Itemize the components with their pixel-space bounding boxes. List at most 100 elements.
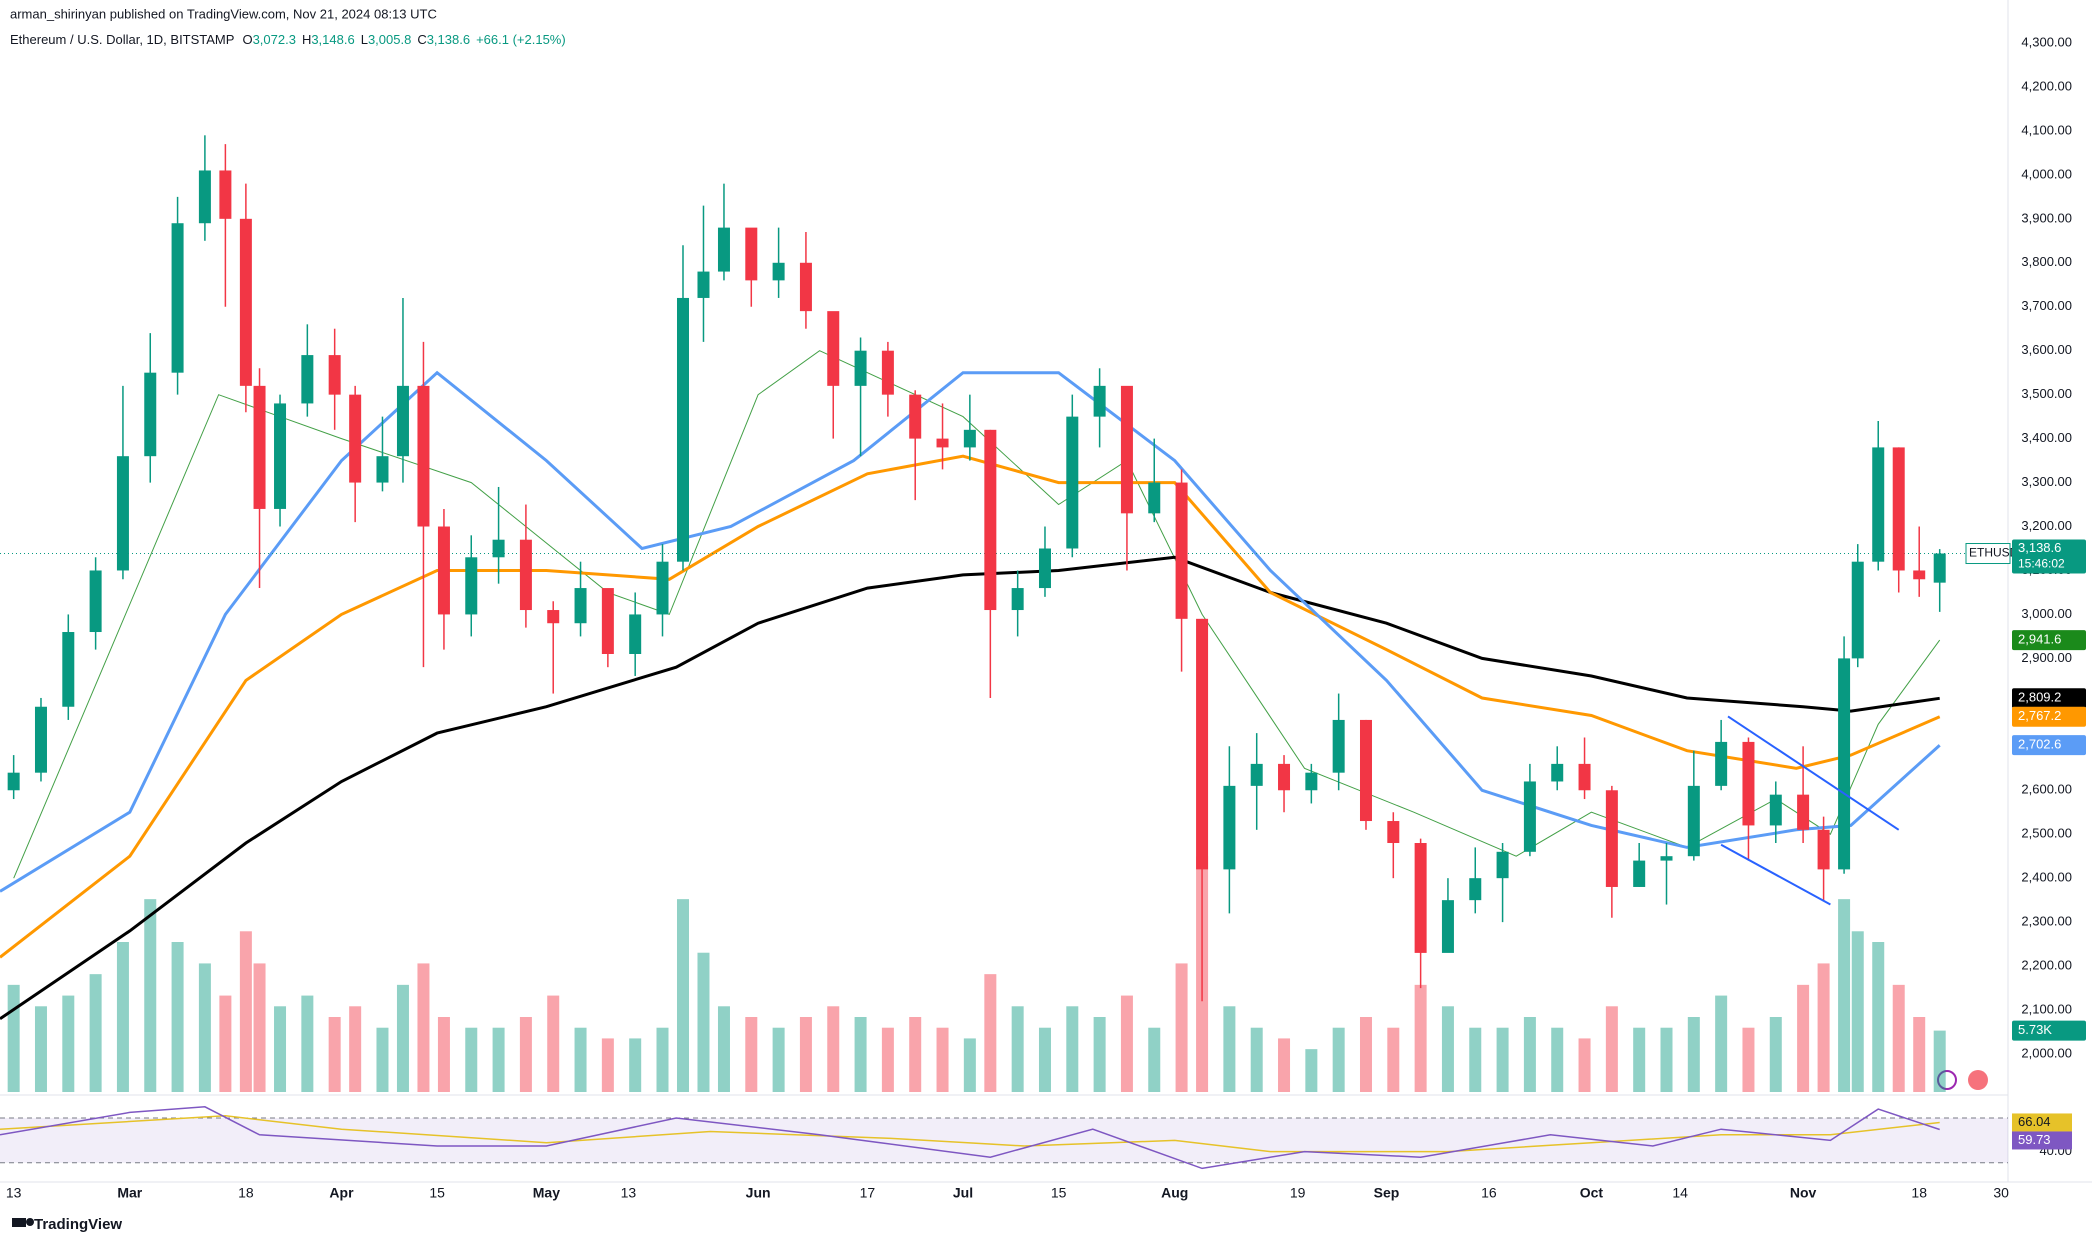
- price-tag-box: [2012, 688, 2086, 709]
- volume-bar: [547, 995, 560, 1092]
- x-tick-label: Jul: [953, 1185, 973, 1201]
- candle-body: [1742, 741, 1755, 826]
- candle-body: [89, 570, 102, 633]
- y-tick-label: 4,300.00: [2021, 34, 2072, 49]
- candle-body: [1278, 763, 1291, 791]
- y-tick-label: 3,700.00: [2021, 298, 2072, 313]
- candle-body: [1605, 790, 1618, 887]
- volume-bar: [1278, 1038, 1291, 1092]
- rsi-tag-label: 59.73: [2018, 1132, 2051, 1147]
- symbol-header: Ethereum / U.S. Dollar, 1D, BITSTAMP O3,0…: [10, 32, 566, 47]
- candle-body: [1469, 878, 1482, 901]
- ohlc-key: O: [242, 32, 252, 47]
- candle-body: [1011, 588, 1024, 611]
- brand: TradingView: [34, 1216, 122, 1233]
- volume-bar: [1305, 1049, 1318, 1092]
- price-tag-box: [2012, 1020, 2086, 1041]
- volume-bar: [1742, 1027, 1755, 1092]
- candle-body: [1578, 763, 1591, 791]
- volume-bar: [1715, 995, 1728, 1092]
- candle-body: [519, 539, 532, 611]
- rsi-tag-box: [2012, 1113, 2072, 1132]
- change: +66.1 (+2.15%): [476, 32, 566, 47]
- x-tick-label: Mar: [117, 1185, 142, 1201]
- volume-bar: [799, 1017, 812, 1092]
- volume-bar: [376, 1027, 389, 1092]
- candle-body: [62, 632, 75, 707]
- volume-bar: [1605, 1006, 1618, 1092]
- volume-bar: [144, 899, 157, 1092]
- price-tag-label: 2,941.6: [2018, 632, 2061, 647]
- candle-body: [1175, 482, 1188, 619]
- volume-bar: [1223, 1006, 1236, 1092]
- candle-body: [717, 227, 730, 272]
- volume-bar: [1332, 1027, 1345, 1092]
- price-tag-label: 2,809.2: [2018, 690, 2061, 705]
- candle-body: [1038, 548, 1051, 589]
- candle-body: [1551, 763, 1564, 782]
- icon: [1937, 1070, 1957, 1090]
- candle-body: [171, 223, 184, 373]
- candle-body: [1359, 719, 1372, 822]
- x-tick-label: 19: [1290, 1185, 1306, 1201]
- volume-bar: [1523, 1017, 1536, 1092]
- candle-body: [1148, 482, 1161, 514]
- y-tick-label: 2,500.00: [2021, 826, 2072, 841]
- price-tag-label: 5.73K: [2018, 1022, 2052, 1037]
- candle-body: [1387, 821, 1400, 844]
- volume-bar: [328, 1017, 341, 1092]
- volume-bar: [963, 1038, 976, 1092]
- volume-bar: [492, 1027, 505, 1092]
- volume-bar: [1387, 1027, 1400, 1092]
- volume-bar: [881, 1027, 894, 1092]
- volume-bar: [1797, 984, 1810, 1092]
- candle-body: [465, 557, 478, 615]
- volume-bar: [198, 963, 211, 1092]
- x-tick-label: Apr: [329, 1185, 354, 1201]
- candle-body: [239, 218, 252, 386]
- volume-bar: [253, 963, 266, 1092]
- y-tick-label: 3,500.00: [2021, 386, 2072, 401]
- moving-average: [0, 454, 1941, 959]
- ohlc-key: H: [302, 32, 311, 47]
- rsi-signal: [0, 1115, 1940, 1153]
- candle-body: [198, 170, 211, 224]
- y-tick-label: 2,200.00: [2021, 958, 2072, 973]
- volume-bar: [1578, 1038, 1591, 1092]
- y-tick-label: 2,400.00: [2021, 870, 2072, 885]
- y-tick-label: 3,900.00: [2021, 210, 2072, 225]
- volume-bar: [62, 995, 75, 1092]
- candle-body: [772, 262, 785, 281]
- price-tag-label: 2,702.6: [2018, 737, 2061, 752]
- candle-body: [745, 227, 758, 281]
- candle-body: [1892, 447, 1905, 571]
- ohlc-value: 3,148.6: [311, 32, 354, 47]
- volume-bar: [1011, 1006, 1024, 1092]
- volume-bar: [1441, 1006, 1454, 1092]
- volume-bar: [936, 1027, 949, 1092]
- price-tag-label: 3,138.6: [2018, 540, 2061, 555]
- volume-bar: [437, 1017, 450, 1092]
- y-tick-label: 2,600.00: [2021, 782, 2072, 797]
- candle-body: [1496, 851, 1509, 879]
- candle-body: [1769, 794, 1782, 826]
- candle-body: [1066, 416, 1079, 549]
- candle-body: [1120, 385, 1133, 514]
- volume-bar: [116, 942, 129, 1092]
- candle-body: [1933, 553, 1946, 583]
- volume-bar: [1250, 1027, 1263, 1092]
- symbol: Ethereum / U.S. Dollar, 1D, BITSTAMP: [10, 32, 234, 47]
- volume-bar: [745, 1017, 758, 1092]
- volume-bar: [1038, 1027, 1051, 1092]
- candle-body: [1223, 785, 1236, 870]
- logo: [12, 1218, 34, 1227]
- volume-bar: [854, 1017, 867, 1092]
- candle-body: [1332, 719, 1345, 773]
- price-tag-label: 2,767.2: [2018, 708, 2061, 723]
- price-tag-box: [2012, 735, 2086, 756]
- volume-bar: [1913, 1017, 1926, 1092]
- candle-body: [936, 438, 949, 448]
- candle-body: [1250, 763, 1263, 786]
- volume-bar: [1872, 942, 1885, 1092]
